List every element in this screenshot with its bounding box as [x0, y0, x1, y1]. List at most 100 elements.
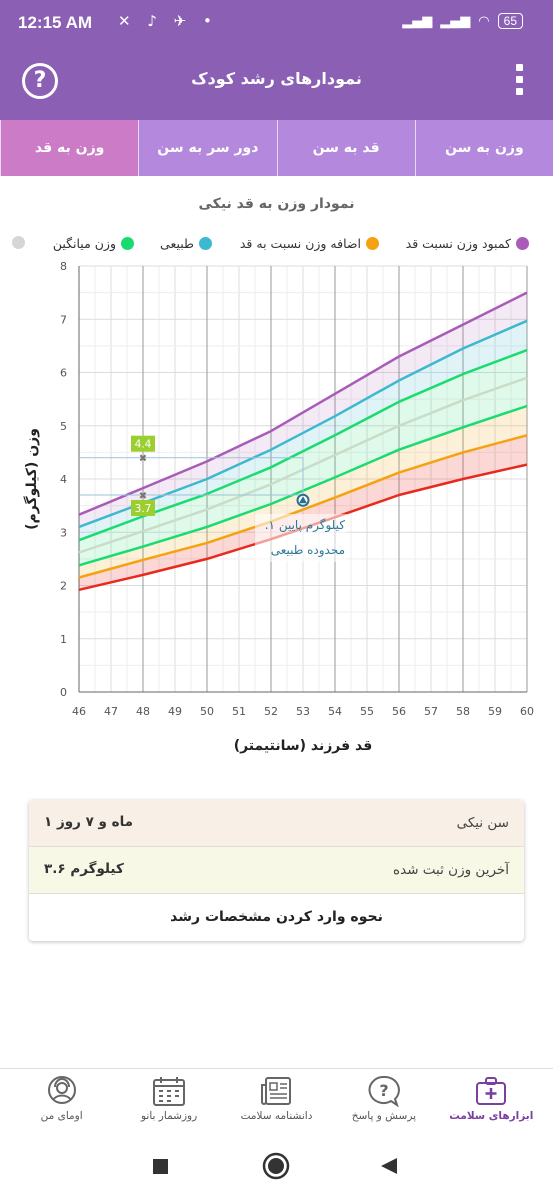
legend-item-gray[interactable]	[12, 236, 25, 249]
home-icon[interactable]	[262, 1152, 290, 1180]
weight-value: ۳.۶ کیلوگرم	[44, 861, 124, 877]
calendar-icon	[153, 1077, 186, 1106]
y-tick-label: 3	[60, 526, 67, 539]
nav-label: اومای من	[40, 1110, 83, 1122]
nav-label: پرسش و پاسخ	[351, 1110, 417, 1122]
tab-weight-for-height[interactable]: وزن به قد	[0, 120, 139, 176]
x-tick-label: 46	[72, 705, 86, 718]
system-navigation-bar	[0, 1132, 553, 1200]
y-tick-label: 1	[60, 633, 67, 646]
tab-weight-for-age[interactable]: وزن به سن	[414, 120, 553, 176]
question-circle-icon[interactable]: ?	[22, 63, 58, 99]
x-tick-label: 50	[200, 705, 214, 718]
app-header: ? نمودارهای رشد کودک	[0, 42, 553, 120]
legend-label: وزن میانگین	[52, 236, 116, 251]
nav-label: دانشنامه سلامت	[240, 1110, 313, 1122]
question-bubble-icon: ?	[368, 1075, 400, 1107]
weight-label: آخرین وزن ثبت شده	[393, 862, 509, 878]
y-tick-label: 8	[60, 260, 67, 273]
x-axis-title: قد فرزند (سانتیمتر)	[234, 738, 373, 754]
age-label: سن نیکی	[456, 815, 509, 831]
nav-profile[interactable]: اومای من	[8, 1069, 115, 1132]
signal-icon: ▂▄▆	[402, 13, 433, 29]
x-tick-label: 55	[360, 705, 374, 718]
legend-dot	[366, 237, 379, 250]
x-tick-label: 52	[264, 705, 278, 718]
nav-health-encyclopedia[interactable]: دانشنامه سلامت	[223, 1069, 330, 1132]
x-tick-label: 54	[328, 705, 342, 718]
legend-dot	[12, 236, 25, 249]
tab-height-for-age[interactable]: قد به سن	[276, 120, 415, 176]
nav-label: روزشمار بانو	[141, 1110, 198, 1122]
nav-health-tools[interactable]: ابزارهای سلامت	[438, 1069, 545, 1132]
tab-head-circumference-for-age[interactable]: دور سر به سن	[138, 120, 276, 176]
notification-icons: ✕ ♪ ✈ •	[118, 12, 218, 30]
status-time: 12:15 AM	[18, 13, 93, 32]
y-tick-label: 6	[60, 367, 67, 380]
y-axis-title: وزن (کیلوگرم)	[23, 428, 40, 530]
newspaper-icon	[261, 1077, 292, 1105]
y-tick-label: 4	[60, 473, 67, 486]
legend-dot	[516, 237, 529, 250]
recents-icon[interactable]	[153, 1159, 168, 1174]
growth-info-card: سن نیکی ۱ ماه و ۷ روز آخرین وزن ثبت شده …	[29, 800, 524, 941]
age-row: سن نیکی ۱ ماه و ۷ روز	[29, 800, 524, 847]
marker-cross: ✖	[139, 454, 147, 465]
legend-item-average-weight[interactable]: وزن میانگین	[53, 236, 134, 251]
battery-icon: 65	[497, 13, 523, 29]
status-indicators: ▂▄▆ ▂▄▆ ◠ 65	[402, 13, 523, 29]
how-to-enter-growth-link[interactable]: نحوه وارد کردن مشخصات رشد	[170, 909, 383, 925]
weight-for-height-chart: 46 47 48 49 50 51 52 53 54 55 56 57 58 59 60012345678ق…	[23, 260, 534, 754]
first-aid-kit-icon	[476, 1077, 507, 1105]
weight-row: آخرین وزن ثبت شده ۳.۶ کیلوگرم	[29, 847, 524, 894]
tooltip-line-2: محدوده طبیعی	[271, 543, 345, 558]
x-tick-label: 51	[232, 705, 246, 718]
bottom-nav: ابزارهای سلامت ? پرسش و پاسخ دانشنامه سل…	[0, 1068, 553, 1132]
legend-label: اضافه وزن نسبت به قد	[239, 236, 361, 251]
tooltip-line-1: .۱ کیلوگرم پایین	[265, 518, 346, 533]
kebab-menu-icon[interactable]	[516, 64, 526, 98]
chart-legend: کمبود وزن نسبت قد اضافه وزن نسبت به قد ط…	[0, 236, 553, 256]
chart-title: نمودار وزن به قد نیکی	[198, 196, 355, 212]
legend-item-normal[interactable]: طبیعی	[160, 236, 212, 251]
age-value: ۱ ماه و ۷ روز	[44, 814, 134, 830]
series-line	[78, 319, 528, 529]
profile-avatar-icon	[47, 1076, 76, 1104]
child-point-icon	[299, 496, 307, 504]
chart-tabs: وزن به سن قد به سن دور سر به سن وزن به ق…	[0, 120, 553, 176]
x-tick-label: 58	[456, 705, 470, 718]
legend-label: کمبود وزن نسبت قد	[405, 236, 511, 251]
y-tick-label: 2	[60, 580, 67, 593]
status-bar: 12:15 AM ✕ ♪ ✈ • ▂▄▆ ▂▄▆ ◠ 65	[0, 0, 553, 42]
nav-questions[interactable]: ? پرسش و پاسخ	[330, 1069, 437, 1132]
legend-item-underweight[interactable]: کمبود وزن نسبت قد	[406, 236, 529, 251]
legend-item-overweight[interactable]: اضافه وزن نسبت به قد	[240, 236, 379, 251]
x-tick-label: 59	[488, 705, 502, 718]
marker-label-box	[131, 499, 155, 516]
x-tick-label: 56	[392, 705, 406, 718]
y-tick-label: 5	[60, 420, 67, 433]
x-tick-label: 57	[424, 705, 438, 718]
series-line	[78, 434, 528, 579]
x-tick-label: 48	[136, 705, 150, 718]
legend-dot	[121, 237, 134, 250]
marker-label: 4.4	[135, 439, 152, 451]
x-tick-label: 53	[296, 705, 310, 718]
series-line	[78, 291, 528, 516]
page-title: نمودارهای رشد کودک	[191, 69, 362, 88]
signal-icon-2: ▂▄▆	[440, 13, 471, 29]
marker-cross: ✖	[139, 491, 147, 502]
back-icon[interactable]	[381, 1158, 397, 1174]
legend-label: طبیعی	[160, 236, 194, 251]
x-tick-label: 47	[104, 705, 118, 718]
nav-label: ابزارهای سلامت	[449, 1110, 534, 1122]
y-tick-label: 0	[60, 686, 67, 699]
band-fill	[79, 435, 527, 590]
nav-calendar[interactable]: روزشمار بانو	[115, 1069, 222, 1132]
tooltip-box	[255, 514, 347, 562]
legend-dot	[199, 237, 212, 250]
wifi-icon: ◠	[478, 13, 490, 29]
marker-label: 3.7	[135, 503, 152, 515]
x-tick-label: 60	[520, 705, 534, 718]
x-tick-label: 49	[168, 705, 182, 718]
